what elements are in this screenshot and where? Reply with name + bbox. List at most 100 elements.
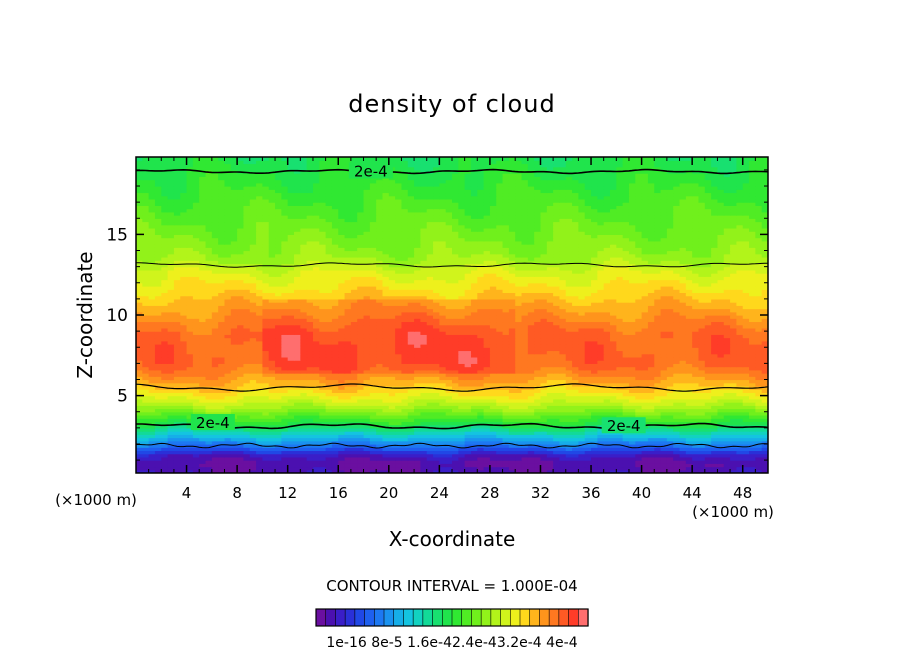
density-cell: [654, 327, 662, 332]
density-cell: [357, 463, 365, 468]
density-cell: [167, 443, 175, 448]
density-cell: [173, 408, 181, 413]
density-cell: [698, 315, 706, 319]
density-cell: [546, 408, 554, 413]
density-cell: [218, 344, 226, 348]
density-cell: [186, 463, 194, 468]
density-cell: [692, 337, 700, 342]
density-cell: [616, 447, 624, 452]
density-cell: [294, 437, 301, 442]
density-cell: [224, 369, 232, 374]
density-cell: [603, 469, 611, 473]
density-cell: [660, 421, 668, 426]
density-cell: [363, 356, 371, 361]
density-cell: [666, 353, 674, 358]
density-cell: [338, 460, 346, 464]
density-cell: [268, 398, 276, 403]
density-cell: [730, 395, 737, 400]
density-cell: [186, 427, 194, 432]
density-cell: [395, 340, 403, 345]
density-cell: [452, 443, 459, 448]
density-cell: [761, 450, 768, 455]
density-cell: [452, 373, 459, 377]
density-cell: [572, 408, 579, 413]
density-cell: [635, 411, 643, 416]
density-cell: [192, 356, 200, 361]
density-cell: [395, 366, 403, 371]
density-cell: [344, 318, 352, 323]
density-cell: [205, 463, 213, 468]
density-cell: [502, 411, 510, 416]
density-cell: [717, 376, 725, 381]
density-cell: [553, 466, 561, 471]
density-cell: [142, 402, 150, 406]
density-cell: [161, 469, 169, 473]
density-cell: [603, 363, 611, 368]
density-cell: [445, 344, 453, 348]
density-cell: [597, 395, 605, 400]
density-cell: [527, 382, 535, 387]
density-cell: [256, 447, 263, 452]
density-cell: [199, 405, 207, 410]
density-cell: [527, 356, 535, 361]
density-cell: [666, 340, 674, 345]
density-cell: [154, 337, 162, 342]
density-cell: [477, 450, 485, 455]
density-cell: [489, 456, 497, 461]
density-cell: [540, 424, 548, 429]
density-cell: [597, 405, 605, 410]
density-cell: [572, 456, 579, 461]
density-cell: [388, 337, 396, 342]
density-cell: [136, 373, 143, 377]
density-cell: [515, 340, 523, 345]
density-cell: [464, 437, 472, 442]
density-cell: [350, 379, 358, 384]
density-cell: [761, 337, 768, 342]
density-cell: [281, 427, 289, 432]
density-cell: [148, 469, 156, 473]
density-cell: [628, 373, 636, 377]
density-cell: [426, 418, 434, 422]
density-cell: [452, 421, 459, 426]
density-cell: [565, 385, 573, 390]
density-cell: [749, 363, 756, 368]
density-cell: [654, 344, 662, 348]
density-cell: [572, 344, 579, 348]
density-cell: [597, 311, 605, 316]
density-cell: [154, 460, 162, 464]
density-cell: [679, 340, 687, 345]
density-cell: [660, 431, 668, 435]
density-cell: [572, 337, 579, 342]
density-cell: [344, 450, 352, 455]
density-cell: [167, 389, 175, 393]
density-cell: [148, 447, 156, 452]
density-cell: [730, 389, 737, 393]
density-cell: [243, 318, 251, 323]
density-cell: [249, 469, 257, 473]
density-cell: [660, 450, 668, 455]
density-cell: [445, 327, 453, 332]
density-cell: [597, 334, 605, 339]
density-cell: [723, 369, 731, 374]
density-cell: [319, 385, 327, 390]
density-cell: [704, 447, 712, 452]
density-cell: [635, 466, 643, 471]
density-cell: [287, 437, 295, 442]
density-cell: [224, 395, 232, 400]
density-cell: [572, 440, 579, 445]
density-cell: [584, 437, 592, 442]
density-cell: [584, 440, 592, 445]
density-cell: [685, 395, 693, 400]
density-cell: [433, 366, 440, 371]
density-cell: [376, 379, 384, 384]
density-cell: [344, 369, 352, 374]
density-cell: [458, 315, 466, 319]
density-cell: [167, 437, 175, 442]
density-cell: [610, 369, 617, 374]
density-cell: [565, 405, 573, 410]
density-cell: [679, 411, 687, 416]
density-cell: [420, 466, 428, 471]
density-cell: [591, 408, 598, 413]
density-cell: [540, 463, 548, 468]
density-cell: [180, 318, 188, 323]
